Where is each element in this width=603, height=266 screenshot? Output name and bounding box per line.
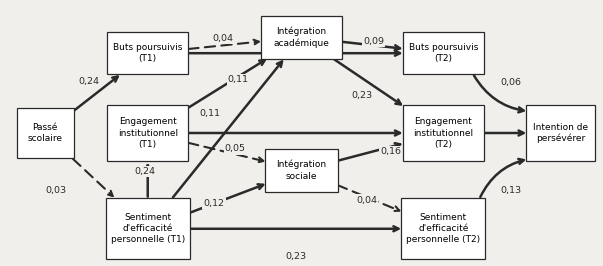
Text: 0,06: 0,06 bbox=[501, 78, 522, 87]
Text: 0,13: 0,13 bbox=[500, 186, 522, 195]
FancyBboxPatch shape bbox=[265, 149, 338, 192]
Text: Engagement
institutionnel
(T2): Engagement institutionnel (T2) bbox=[413, 117, 473, 149]
FancyBboxPatch shape bbox=[107, 32, 188, 74]
FancyBboxPatch shape bbox=[261, 16, 343, 59]
Text: Intégration
académique: Intégration académique bbox=[274, 27, 329, 48]
Text: 0,11: 0,11 bbox=[228, 75, 248, 84]
Text: Buts poursuivis
(T2): Buts poursuivis (T2) bbox=[408, 43, 478, 63]
FancyBboxPatch shape bbox=[106, 198, 190, 259]
Text: 0,12: 0,12 bbox=[204, 199, 224, 208]
FancyBboxPatch shape bbox=[403, 105, 484, 161]
Text: 0,16: 0,16 bbox=[380, 147, 401, 156]
Text: Intégration
sociale: Intégration sociale bbox=[276, 160, 327, 181]
FancyBboxPatch shape bbox=[16, 108, 74, 158]
Text: 0,23: 0,23 bbox=[351, 91, 373, 100]
Text: 0,04: 0,04 bbox=[356, 196, 377, 205]
Text: 0,23: 0,23 bbox=[285, 252, 306, 261]
Text: Passé
scolaire: Passé scolaire bbox=[28, 123, 63, 143]
Text: 0,24: 0,24 bbox=[79, 77, 99, 86]
Text: Sentiment
d'efficacité
personnelle (T2): Sentiment d'efficacité personnelle (T2) bbox=[406, 213, 480, 244]
FancyBboxPatch shape bbox=[526, 105, 595, 161]
Text: Buts poursuivis
(T1): Buts poursuivis (T1) bbox=[113, 43, 183, 63]
FancyBboxPatch shape bbox=[107, 105, 188, 161]
Text: 0,05: 0,05 bbox=[225, 144, 245, 153]
Text: Engagement
institutionnel
(T1): Engagement institutionnel (T1) bbox=[118, 117, 178, 149]
FancyBboxPatch shape bbox=[401, 198, 485, 259]
Text: 0,09: 0,09 bbox=[364, 37, 384, 46]
Text: 0,24: 0,24 bbox=[134, 167, 155, 176]
Text: 0,04: 0,04 bbox=[213, 34, 233, 43]
Text: Intention de
persévérer: Intention de persévérer bbox=[533, 123, 589, 143]
Text: Sentiment
d'efficacité
personnelle (T1): Sentiment d'efficacité personnelle (T1) bbox=[110, 213, 185, 244]
Text: 0,03: 0,03 bbox=[45, 186, 66, 195]
Text: 0,11: 0,11 bbox=[200, 109, 220, 118]
FancyBboxPatch shape bbox=[403, 32, 484, 74]
